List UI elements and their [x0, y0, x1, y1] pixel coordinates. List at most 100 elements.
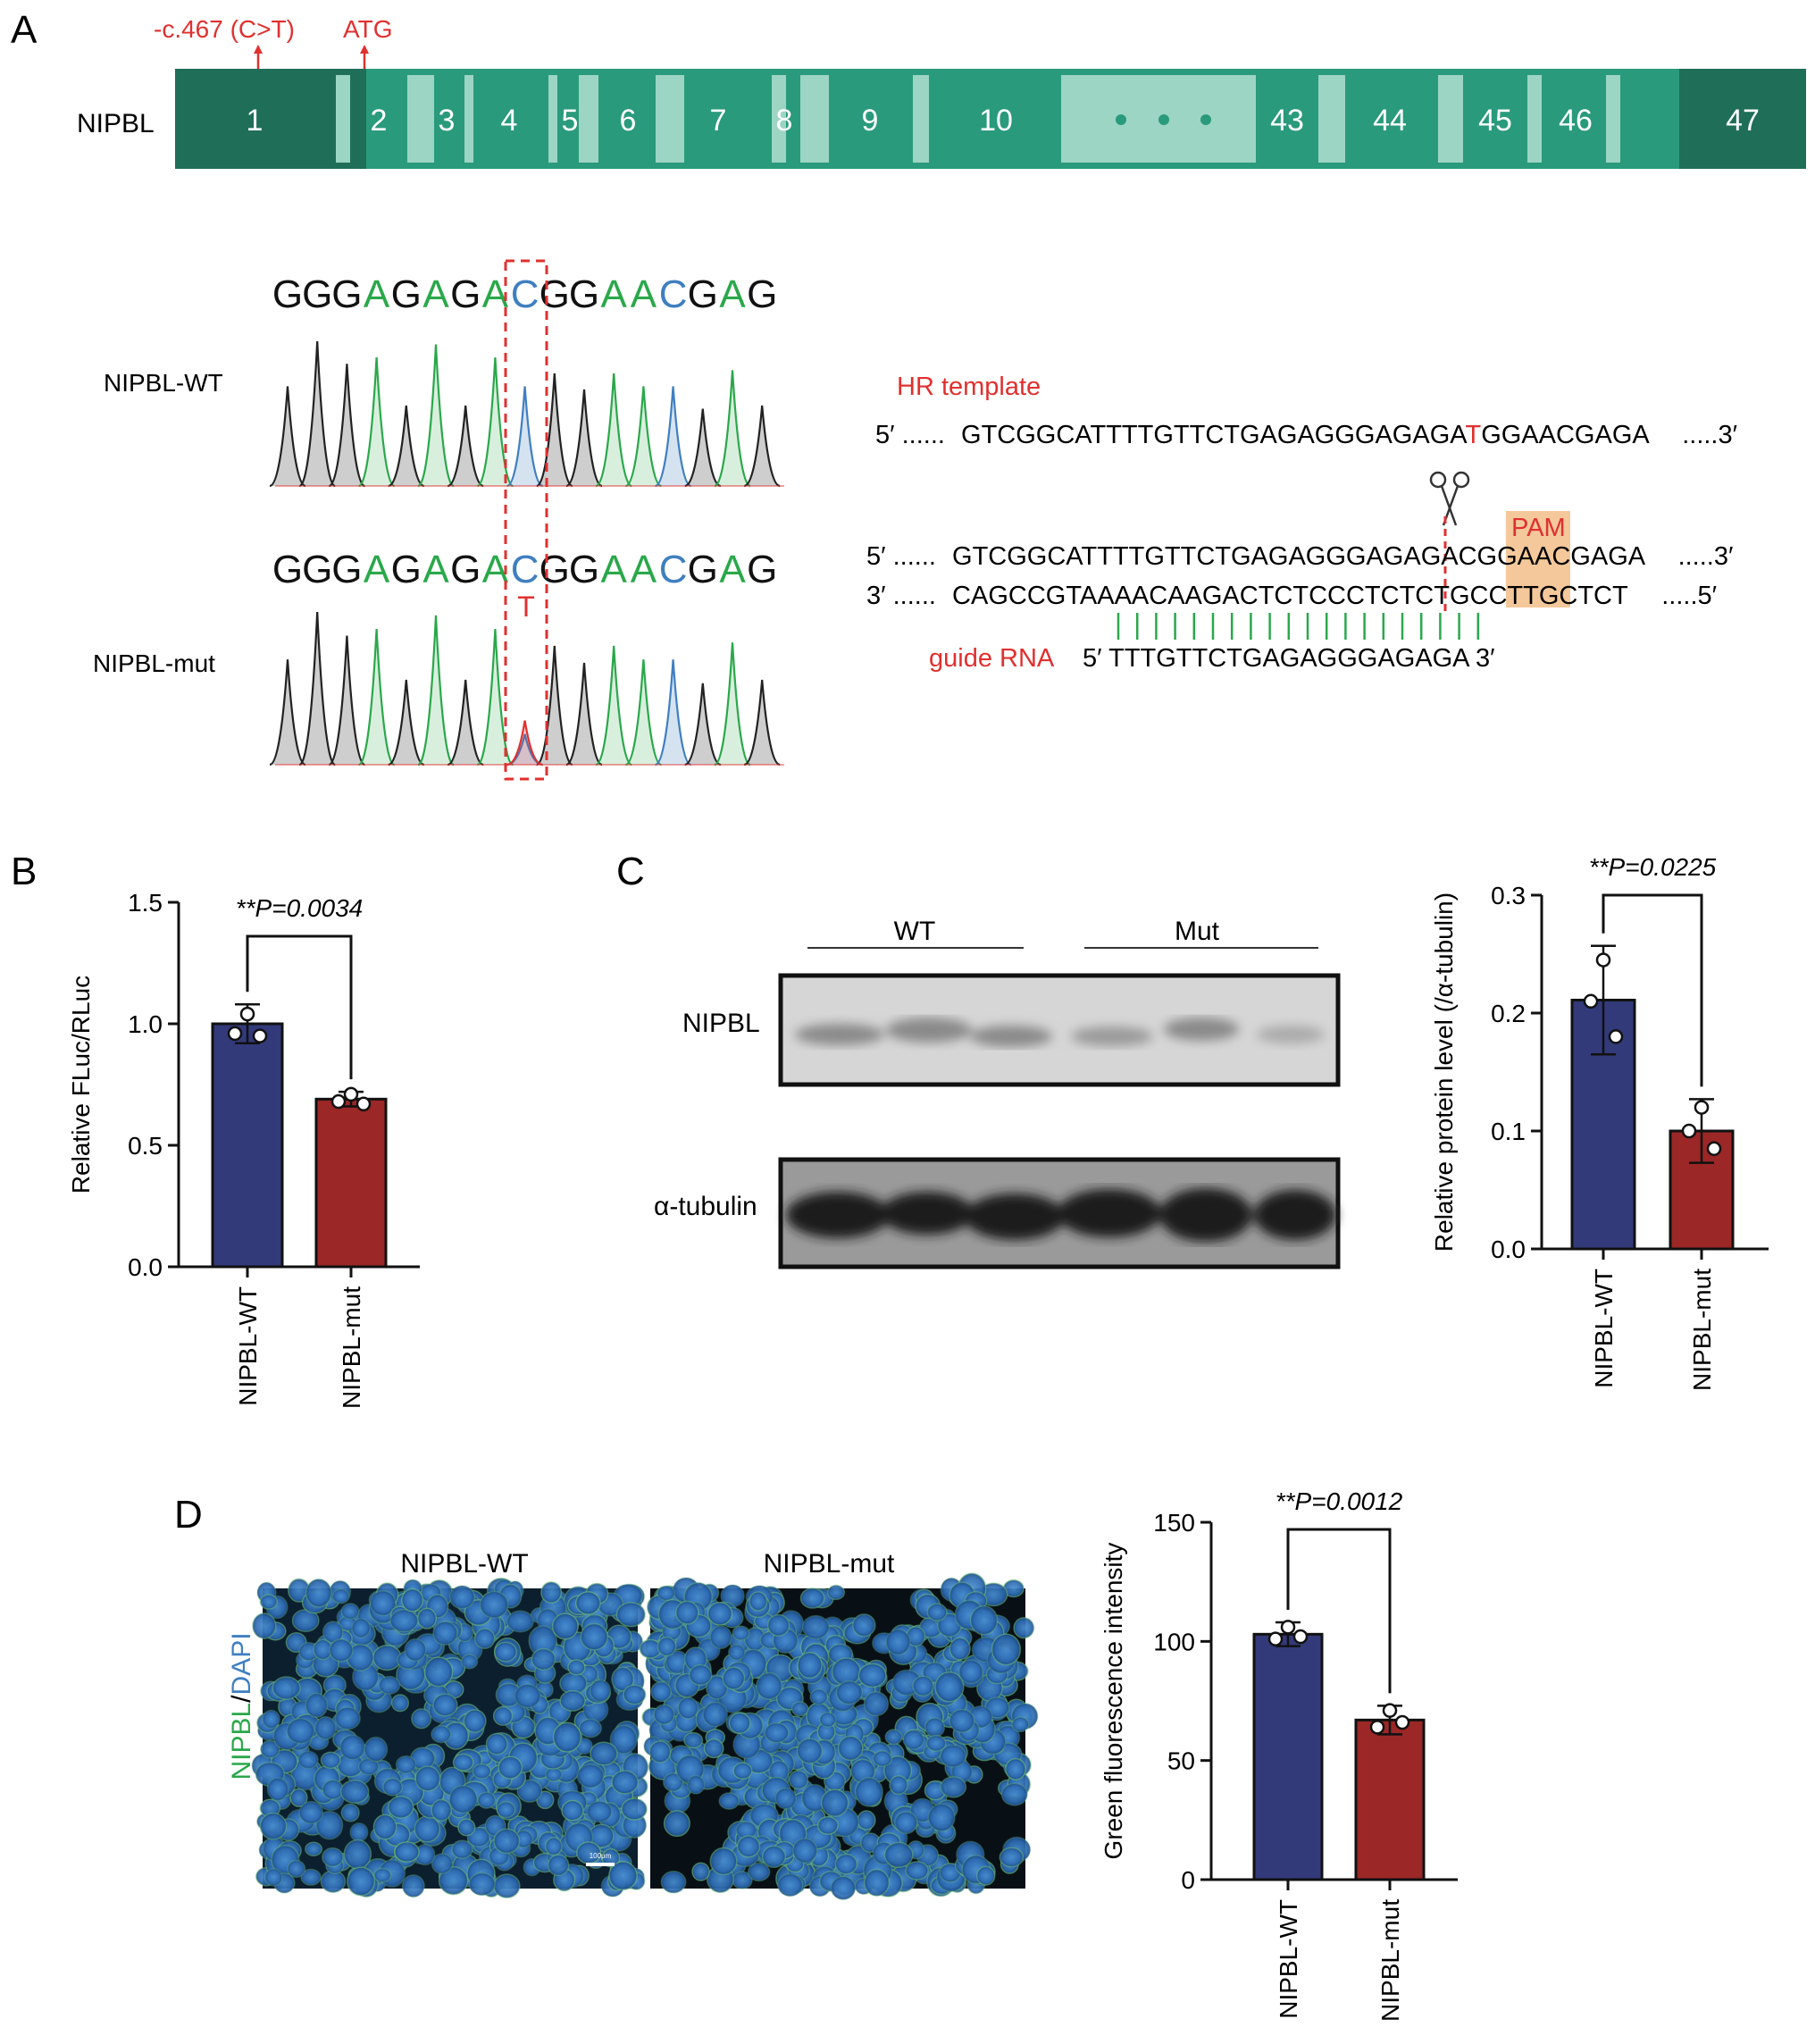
base-letter: C: [659, 548, 688, 591]
panel-letter-d: D: [174, 1493, 203, 1537]
gene-label: NIPBL: [77, 109, 155, 138]
exon-label-1: 1: [247, 104, 263, 138]
y-tick-label: 0: [1181, 1866, 1195, 1894]
exon-label-9: 9: [862, 104, 879, 138]
group-wt: WT: [894, 917, 936, 946]
image-wt: 100μm: [251, 1577, 649, 1899]
data-point: [1280, 1620, 1296, 1635]
data-point: [1595, 952, 1611, 968]
data-point: [1694, 1100, 1710, 1115]
data-point: [1608, 1029, 1624, 1044]
base-letter: G: [331, 548, 362, 591]
gene-schematic: -c.467 (C>T) ATG NIPBL 1 2 3 4 5 6 7 8 9 10 43 44 45…: [77, 15, 1806, 169]
category-label: NIPBL-WT: [1275, 1899, 1302, 2019]
svg-text:5′ ...... GTCGGCATTTTGTT: 5′ ...... GTCGGCATTTTGTTCTGAGAGGGAGAGATG…: [875, 421, 1737, 449]
base-letter: A: [601, 272, 628, 316]
base-letter: G: [688, 272, 718, 316]
wt-trace-label: NIPBL-WT: [104, 369, 223, 397]
y-tick-label: 1.0: [128, 1010, 163, 1038]
category-label: NIPBL-WT: [1590, 1269, 1618, 1388]
y-tick-label: 50: [1167, 1747, 1195, 1775]
pam-label: PAM: [1511, 514, 1566, 542]
panel-letter-b: B: [11, 850, 37, 893]
exon-label-2: 2: [371, 104, 388, 138]
bar-chart-c: 0.0 0.1 0.2 0.3 Relative protein level (/α-t…: [1430, 853, 1769, 1391]
variant-label: -c.467 (C>T): [154, 15, 295, 43]
data-point: [1292, 1629, 1309, 1645]
panel-letter-c: C: [616, 850, 645, 893]
y-axis-label: Relative protein level (/α-tubulin): [1430, 892, 1458, 1252]
base-letter: G: [450, 272, 481, 316]
base-letter: G: [569, 272, 599, 316]
base-letter: A: [719, 548, 746, 591]
image-title-wt: NIPBL-WT: [400, 1549, 528, 1579]
data-point: [1382, 1703, 1398, 1718]
exon-label-46: 46: [1559, 104, 1593, 138]
exon-label-3: 3: [439, 104, 456, 138]
mut-trace-label: NIPBL-mut: [93, 649, 215, 677]
exon-label-43: 43: [1270, 104, 1304, 138]
guide-rna-label: guide RNA: [929, 644, 1055, 673]
base-letter: G: [569, 548, 599, 591]
base-letter: A: [364, 548, 390, 591]
data-point: [343, 1086, 359, 1102]
base-letter: G: [747, 272, 777, 316]
category-label: NIPBL-WT: [234, 1286, 262, 1406]
stain-label: NIPBL/DAPI: [227, 1632, 256, 1780]
bar: [314, 1097, 388, 1269]
image-mut: [639, 1572, 1039, 1901]
data-point: [1369, 1720, 1385, 1735]
base-letter: G: [302, 548, 332, 591]
data-point: [252, 1028, 268, 1043]
scale-bar-label: 100μm: [590, 1852, 612, 1860]
y-tick-label: 100: [1153, 1628, 1195, 1655]
bar: [211, 1022, 284, 1269]
base-letter: A: [422, 272, 449, 316]
significance-bracket: [1602, 893, 1703, 1087]
base-letter: G: [539, 548, 570, 591]
image-title-mut: NIPBL-mut: [764, 1549, 895, 1579]
exon-label-45: 45: [1478, 104, 1512, 138]
guide-rna-seq: 5′ TTTGTTCTGAGAGGGAGAGA 3′: [1083, 644, 1495, 673]
base-letter: C: [511, 272, 539, 316]
base-letter: G: [688, 548, 718, 591]
significance-bracket: [1286, 1528, 1392, 1694]
pam-highlight: [1506, 511, 1570, 607]
highlight-box: [504, 259, 548, 781]
exon-label-44: 44: [1373, 104, 1407, 138]
hr-template-label: HR template: [897, 373, 1041, 401]
y-tick-label: 0.2: [1491, 1000, 1526, 1027]
base-letter: A: [631, 548, 657, 591]
p-value-annotation: **P=0.0225: [1589, 853, 1717, 881]
blot-row-nipbl: NIPBL: [682, 1009, 760, 1038]
base-letter: G: [272, 548, 303, 591]
base-letter: A: [364, 272, 390, 316]
data-point: [1706, 1141, 1722, 1157]
category-label: NIPBL-mut: [338, 1286, 365, 1409]
y-axis-label: Green fluorescence intensity: [1100, 1543, 1127, 1860]
base-letter: A: [601, 548, 628, 591]
western-blot: WT Mut NIPBL α-tubulin: [654, 917, 1341, 1269]
data-point: [1583, 993, 1599, 1009]
base-letter: G: [747, 548, 777, 591]
data-point: [1681, 1123, 1697, 1139]
base-letter: G: [272, 272, 303, 316]
data-point: [1267, 1631, 1284, 1646]
p-value-annotation: **P=0.0012: [1276, 1487, 1403, 1515]
chromatogram-mut: GGG A G A G A C GG A A C G A G T NIPBL-mut: [93, 548, 784, 766]
category-label: NIPBL-mut: [1688, 1269, 1716, 1391]
base-letter: A: [422, 548, 449, 591]
base-letter: A: [631, 272, 657, 316]
exon-label-8: 8: [776, 104, 793, 138]
data-point: [227, 1026, 243, 1042]
data-point: [1394, 1714, 1410, 1730]
base-letter: C: [659, 272, 688, 316]
y-axis-label: Relative FLuc/RLuc: [67, 976, 95, 1194]
y-tick-label: 0.3: [1491, 882, 1526, 909]
y-tick-label: 150: [1153, 1509, 1195, 1537]
base-letter: G: [450, 548, 481, 591]
base-letter: G: [331, 272, 362, 316]
fluorescence-images: NIPBL-WT NIPBL-mut NIPBL/DAPI 100μm: [227, 1549, 1039, 1901]
base-letter: C: [511, 548, 539, 591]
y-tick-label: 1.5: [128, 889, 163, 917]
